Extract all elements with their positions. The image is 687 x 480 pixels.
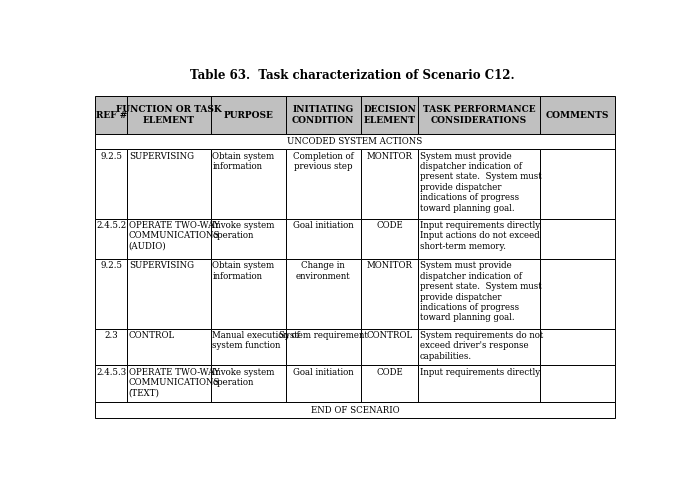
- Bar: [211, 259, 286, 329]
- Bar: [286, 259, 361, 329]
- Text: Input requirements directly.
Input actions do not exceed
short-term memory.: Input requirements directly. Input actio…: [420, 221, 542, 251]
- Text: PURPOSE: PURPOSE: [223, 110, 273, 120]
- Bar: [286, 96, 361, 133]
- Bar: [286, 365, 361, 402]
- Bar: [539, 365, 615, 402]
- Text: OPERATE TWO-WAY
COMMUNICATIONS
(AUDIO): OPERATE TWO-WAY COMMUNICATIONS (AUDIO): [128, 221, 221, 251]
- Bar: [361, 219, 418, 259]
- Text: Goal initiation: Goal initiation: [293, 221, 354, 230]
- Bar: [539, 149, 615, 219]
- Bar: [286, 329, 361, 365]
- Bar: [418, 329, 539, 365]
- Bar: [95, 219, 127, 259]
- Text: 2.4.5.3: 2.4.5.3: [96, 368, 126, 377]
- Text: Change in
environment: Change in environment: [296, 262, 350, 281]
- Text: CODE: CODE: [376, 368, 403, 377]
- Text: SUPERVISING: SUPERVISING: [128, 152, 194, 160]
- Text: FUNCTION OR TASK
ELEMENT: FUNCTION OR TASK ELEMENT: [116, 105, 222, 125]
- Text: 2.4.5.2: 2.4.5.2: [96, 221, 126, 230]
- Bar: [127, 365, 211, 402]
- Bar: [539, 96, 615, 133]
- Bar: [361, 96, 418, 133]
- Bar: [418, 365, 539, 402]
- Bar: [95, 133, 615, 149]
- Text: Obtain system
information: Obtain system information: [212, 262, 275, 281]
- Text: System must provide
dispatcher indication of
present state.  System must
provide: System must provide dispatcher indicatio…: [420, 262, 541, 323]
- Text: Goal initiation: Goal initiation: [293, 368, 354, 377]
- Bar: [127, 96, 211, 133]
- Text: UNCODED SYSTEM ACTIONS: UNCODED SYSTEM ACTIONS: [287, 137, 423, 146]
- Bar: [539, 259, 615, 329]
- Text: Invoke system
operation: Invoke system operation: [212, 368, 275, 387]
- Bar: [211, 365, 286, 402]
- Text: MONITOR: MONITOR: [367, 262, 413, 270]
- Bar: [211, 149, 286, 219]
- Text: COMMENTS: COMMENTS: [545, 110, 609, 120]
- Bar: [95, 402, 615, 418]
- Bar: [418, 149, 539, 219]
- Bar: [211, 329, 286, 365]
- Text: 2.3: 2.3: [104, 331, 118, 340]
- Text: System requirement: System requirement: [279, 331, 368, 340]
- Text: MONITOR: MONITOR: [367, 152, 413, 160]
- Bar: [95, 365, 127, 402]
- Text: Obtain system
information: Obtain system information: [212, 152, 275, 171]
- Bar: [95, 329, 127, 365]
- Bar: [539, 219, 615, 259]
- Bar: [361, 259, 418, 329]
- Bar: [361, 149, 418, 219]
- Text: CONTROL: CONTROL: [366, 331, 413, 340]
- Bar: [127, 149, 211, 219]
- Text: 9.2.5: 9.2.5: [100, 152, 122, 160]
- Bar: [95, 259, 127, 329]
- Text: Invoke system
operation: Invoke system operation: [212, 221, 275, 240]
- Text: SUPERVISING: SUPERVISING: [128, 262, 194, 270]
- Bar: [418, 96, 539, 133]
- Text: TASK PERFORMANCE
CONSIDERATIONS: TASK PERFORMANCE CONSIDERATIONS: [423, 105, 535, 125]
- Bar: [211, 96, 286, 133]
- Bar: [539, 329, 615, 365]
- Bar: [361, 365, 418, 402]
- Bar: [286, 149, 361, 219]
- Text: REF #: REF #: [95, 110, 127, 120]
- Bar: [127, 219, 211, 259]
- Text: DECISION
ELEMENT: DECISION ELEMENT: [363, 105, 416, 125]
- Text: Manual execution of
system function: Manual execution of system function: [212, 331, 300, 350]
- Text: Table 63.  Task characterization of Scenario C12.: Table 63. Task characterization of Scena…: [190, 70, 515, 83]
- Text: Completion of
previous step: Completion of previous step: [293, 152, 354, 171]
- Bar: [286, 219, 361, 259]
- Text: System must provide
dispatcher indication of
present state.  System must
provide: System must provide dispatcher indicatio…: [420, 152, 541, 213]
- Text: END OF SCENARIO: END OF SCENARIO: [311, 406, 399, 415]
- Text: CONTROL: CONTROL: [128, 331, 175, 340]
- Bar: [361, 329, 418, 365]
- Text: Input requirements directly.: Input requirements directly.: [420, 368, 542, 377]
- Text: OPERATE TWO-WAY
COMMUNICATIONS
(TEXT): OPERATE TWO-WAY COMMUNICATIONS (TEXT): [128, 368, 221, 397]
- Text: 9.2.5: 9.2.5: [100, 262, 122, 270]
- Bar: [95, 149, 127, 219]
- Bar: [211, 219, 286, 259]
- Bar: [418, 259, 539, 329]
- Text: INITIATING
CONDITION: INITIATING CONDITION: [292, 105, 354, 125]
- Bar: [418, 219, 539, 259]
- Text: System requirements do not
exceed driver's response
capabilities.: System requirements do not exceed driver…: [420, 331, 543, 361]
- Bar: [127, 259, 211, 329]
- Bar: [95, 96, 127, 133]
- Bar: [127, 329, 211, 365]
- Text: CODE: CODE: [376, 221, 403, 230]
